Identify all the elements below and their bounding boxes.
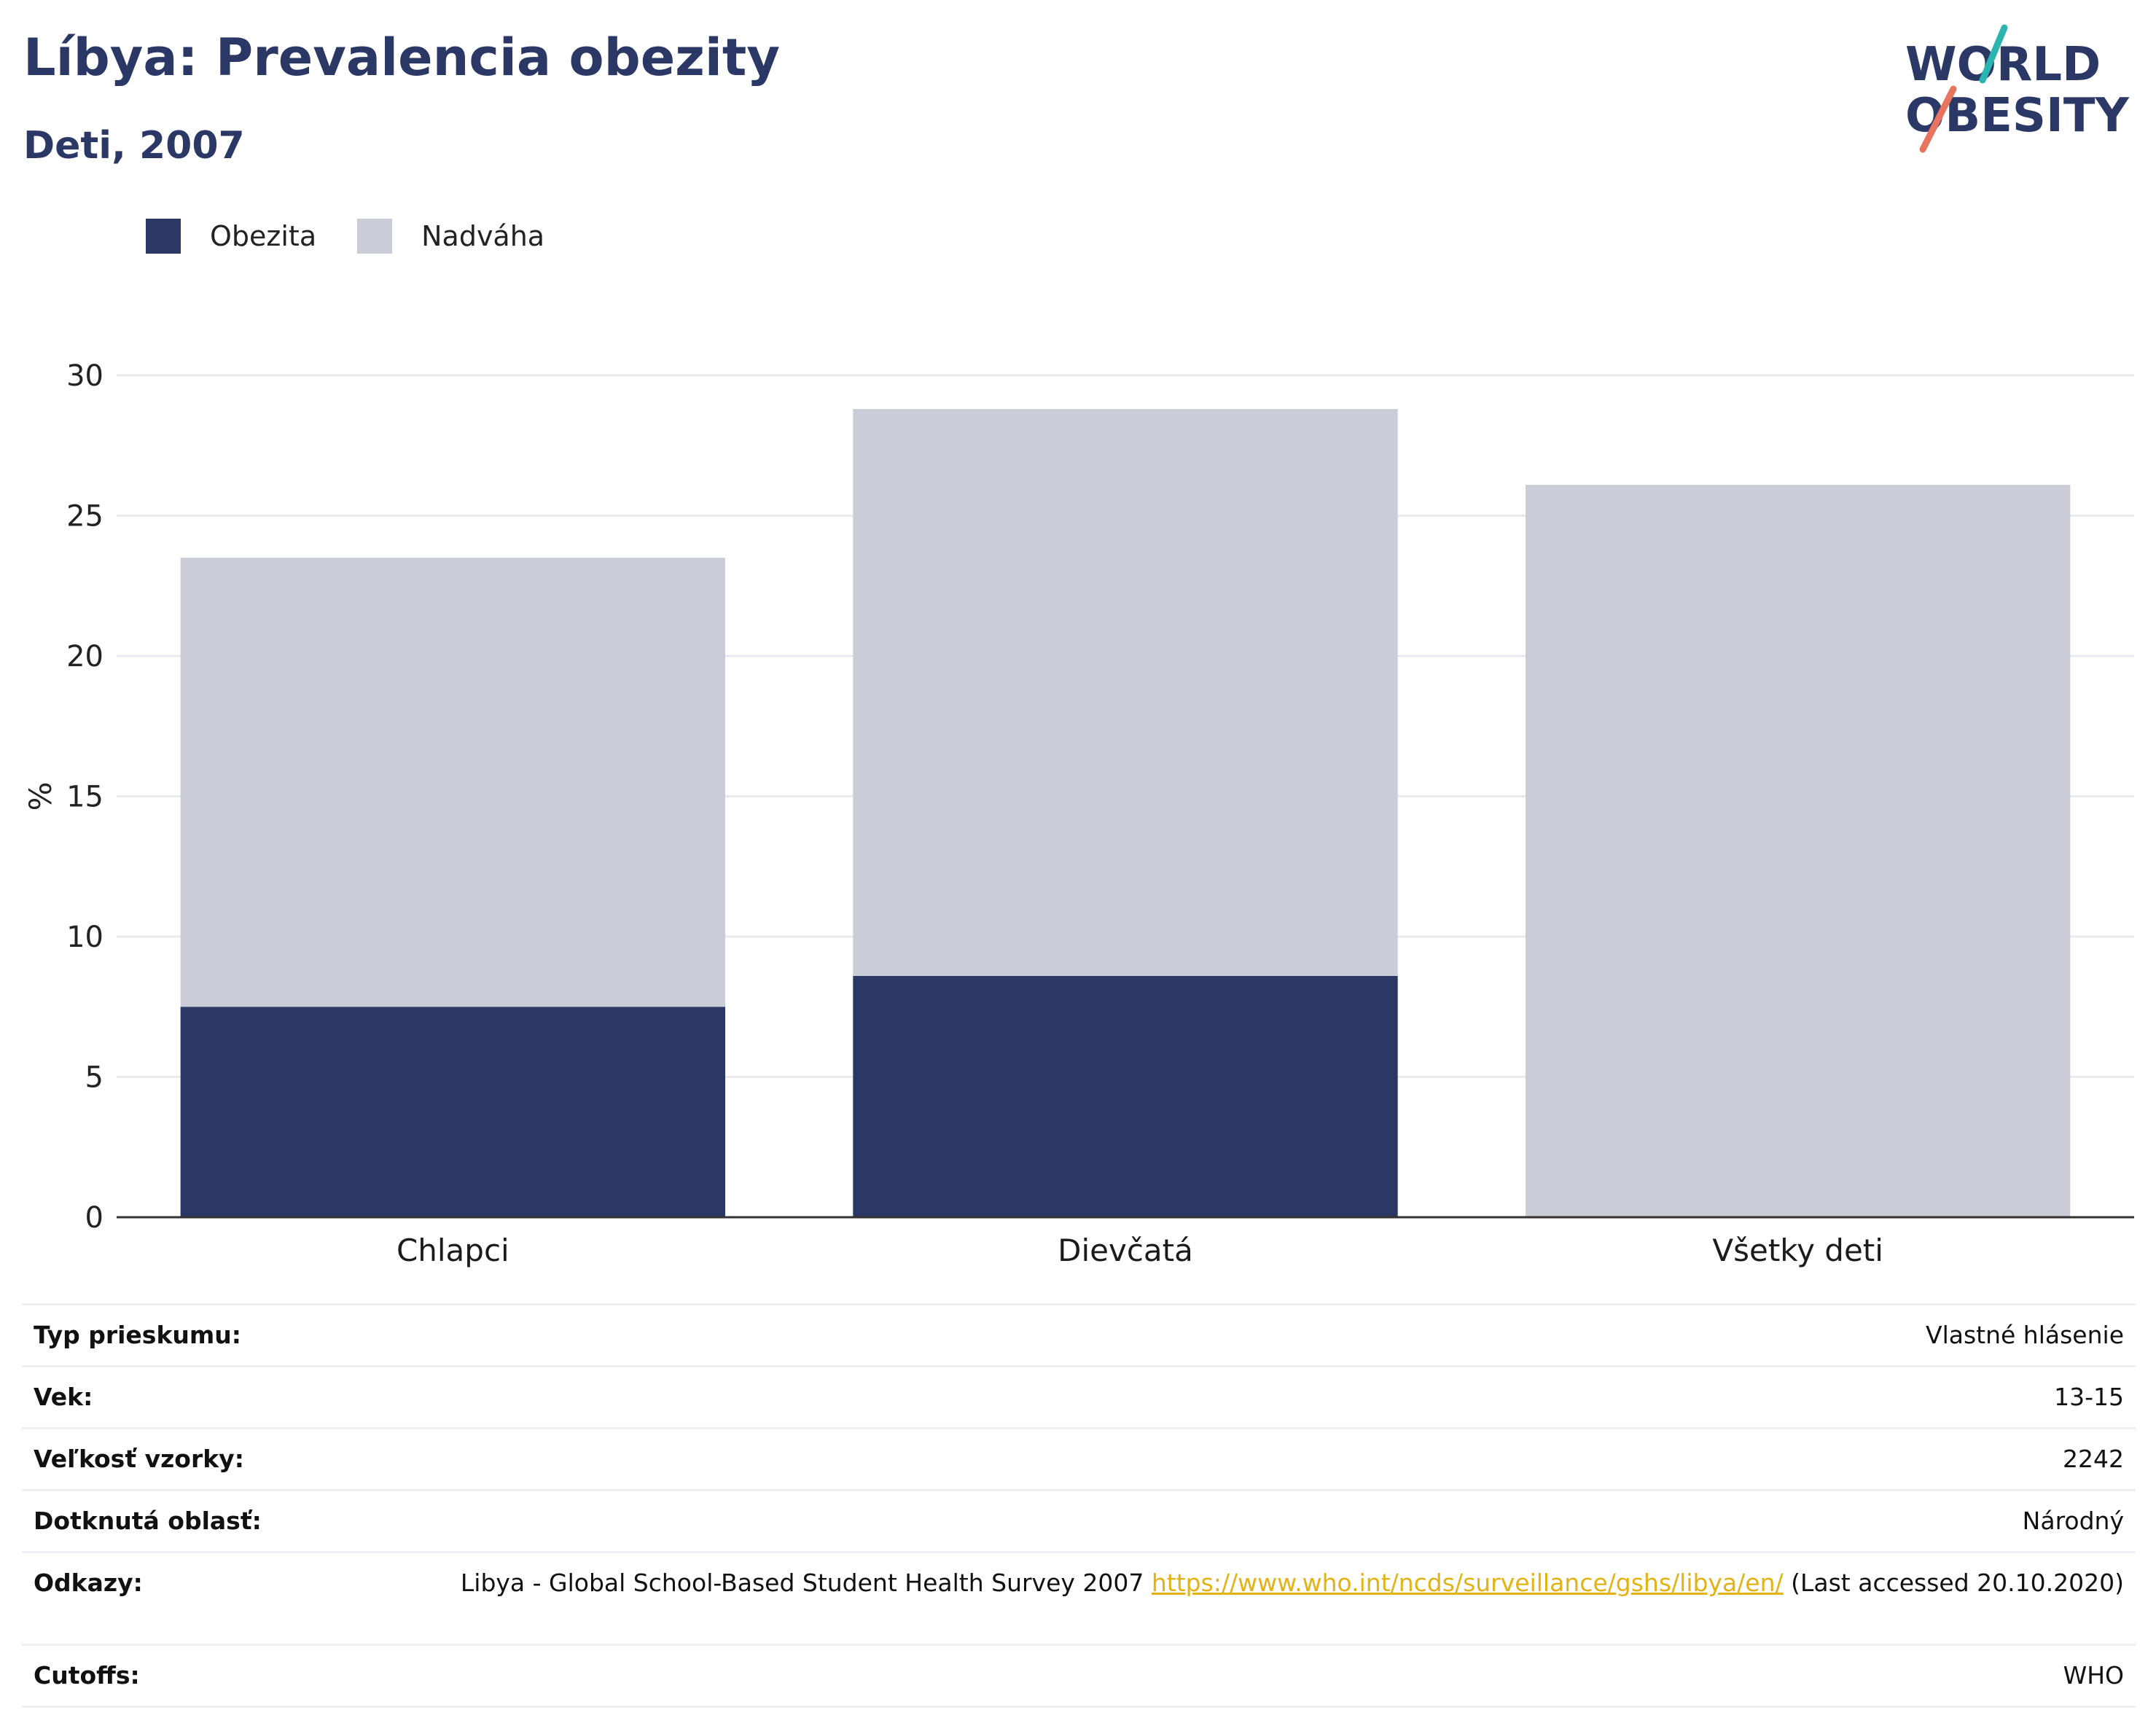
legend-swatch-nadvaha (357, 219, 393, 254)
legend-label-obezita: Obezita (210, 220, 317, 252)
info-label: Dotknutá oblasť: (22, 1489, 424, 1553)
info-value: WHO (424, 1644, 2136, 1708)
bar-obezita-1 (853, 975, 1398, 1217)
y-tick-label: 15 (66, 781, 103, 814)
y-tick-label: 30 (66, 359, 103, 393)
legend-item-obezita: Obezita (146, 219, 316, 254)
legend-swatch-obezita (146, 219, 181, 254)
bar-nadváha-1 (853, 409, 1398, 976)
y-tick-label: 25 (66, 500, 103, 534)
info-row-survey-type: Typ prieskumu: Vlastné hlásenie (22, 1303, 2136, 1367)
info-label: Vek: (22, 1365, 424, 1429)
y-tick-label: 20 (66, 640, 103, 673)
info-label: Cutoffs: (22, 1644, 424, 1708)
info-value: 13-15 (424, 1365, 2136, 1429)
x-tick-label: Chlapci (397, 1233, 509, 1268)
x-tick-label: Všetky deti (1712, 1233, 1883, 1268)
bar-chart: 0 5 10 15 20 25 30% Chlapci Dievčatá Všetky deti (23, 359, 2134, 1268)
survey-info-table: Typ prieskumu: Vlastné hlásenie Vek: 13-… (22, 1303, 2136, 1708)
chart-title: Líbya: Prevalencia obezity (23, 28, 781, 87)
info-row-references: Odkazy: Libya - Global School-Based Stud… (22, 1551, 2136, 1646)
chart-legend: Obezita Nadváha (146, 216, 585, 257)
y-axis-label: % (23, 782, 58, 811)
info-row-area: Dotknutá oblasť: Národný (22, 1489, 2136, 1553)
bar-obezita-0 (180, 1007, 726, 1217)
y-tick-label: 0 (85, 1201, 103, 1235)
world-obesity-logo: WORLD OBESITY (1905, 24, 2129, 153)
info-value: Libya - Global School-Based Student Heal… (424, 1551, 2136, 1646)
info-row-age: Vek: 13-15 (22, 1365, 2136, 1429)
bar-nadváha-2 (1525, 485, 2071, 1217)
bar-nadváha-0 (180, 558, 726, 1007)
chart-subtitle: Deti, 2007 (23, 124, 245, 168)
y-tick-label: 10 (66, 921, 103, 954)
info-row-sample-size: Veľkosť vzorky: 2242 (22, 1427, 2136, 1491)
info-label: Typ prieskumu: (22, 1303, 424, 1367)
legend-label-nadvaha: Nadváha (421, 220, 545, 252)
info-value: Vlastné hlásenie (424, 1303, 2136, 1367)
info-label: Veľkosť vzorky: (22, 1427, 424, 1491)
x-tick-label: Dievčatá (1058, 1233, 1193, 1268)
legend-item-nadvaha: Nadváha (357, 219, 544, 254)
info-value: Národný (424, 1489, 2136, 1553)
reference-text: Libya - Global School-Based Student Heal… (460, 1569, 1152, 1597)
info-row-cutoffs: Cutoffs: WHO (22, 1644, 2136, 1708)
reference-link[interactable]: https://www.who.int/ncds/surveillance/gs… (1151, 1569, 1784, 1597)
reference-accessed: (Last accessed 20.10.2020) (1783, 1569, 2124, 1597)
y-tick-label: 5 (85, 1061, 103, 1095)
info-label: Odkazy: (22, 1551, 424, 1646)
logo-line1: WORLD (1905, 38, 2101, 92)
info-value: 2242 (424, 1427, 2136, 1491)
